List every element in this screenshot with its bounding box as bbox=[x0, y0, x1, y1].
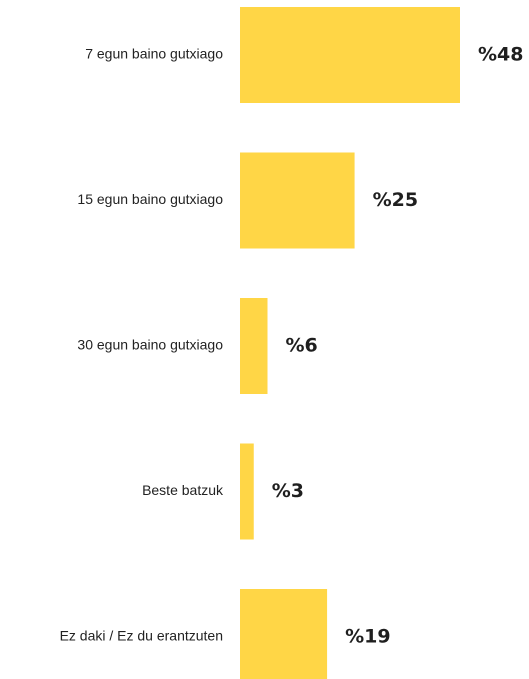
bar bbox=[240, 443, 254, 540]
bar bbox=[240, 7, 460, 103]
category-label: Beste batzuk bbox=[142, 482, 224, 498]
category-label: 30 egun baino gutxiago bbox=[77, 337, 223, 353]
bar bbox=[240, 298, 268, 394]
category-label: 7 egun baino gutxiago bbox=[85, 46, 223, 62]
value-label: %19 bbox=[345, 626, 390, 648]
category-label: Ez daki / Ez du erantzuten bbox=[60, 628, 223, 644]
bar bbox=[240, 152, 355, 249]
bar bbox=[240, 589, 328, 679]
value-labels: %48 %25 %6 %3 %19 bbox=[272, 44, 524, 648]
category-label: 15 egun baino gutxiago bbox=[77, 191, 223, 207]
value-label: %48 bbox=[478, 44, 523, 66]
value-label: %6 bbox=[286, 335, 318, 357]
bars-layer bbox=[240, 7, 460, 679]
value-label: %25 bbox=[373, 189, 418, 211]
value-label: %3 bbox=[272, 480, 304, 502]
category-labels: 7 egun baino gutxiago 15 egun baino gutxi… bbox=[60, 46, 224, 644]
